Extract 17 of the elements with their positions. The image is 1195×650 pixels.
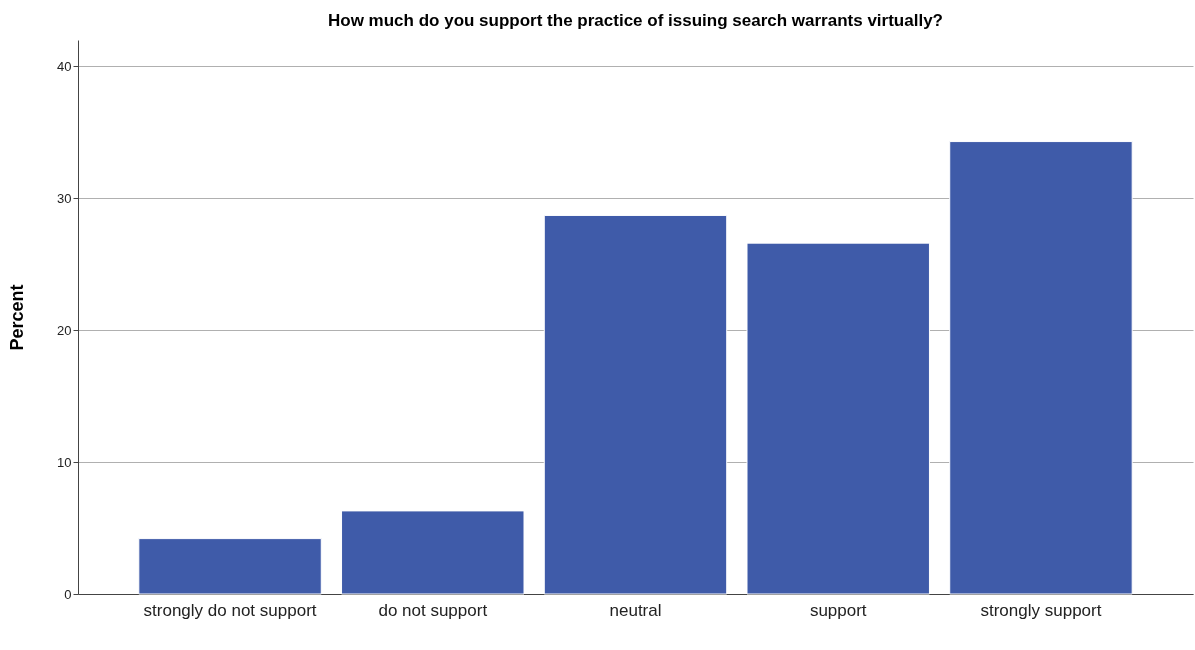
y-tick-label: 10 [57, 454, 72, 470]
x-tick-label: do not support [378, 600, 488, 620]
bar [138, 538, 322, 595]
x-tick-label: strongly do not support [143, 600, 317, 620]
y-tick-label: 30 [57, 190, 72, 206]
bar [949, 141, 1133, 595]
y-tick-label: 40 [57, 58, 72, 74]
x-tick-label: neutral [609, 600, 662, 620]
y-tick-label: 20 [57, 322, 72, 338]
bar [746, 242, 930, 595]
chart-title: How much do you support the practice of issuing search warrants virtually? [328, 11, 943, 30]
y-tick-label: 0 [64, 586, 72, 602]
x-tick-label: support [809, 600, 867, 620]
x-tick-label: strongly support [980, 600, 1102, 620]
y-axis-title: Percent [7, 284, 28, 351]
bar [543, 214, 728, 595]
bar [341, 510, 525, 595]
